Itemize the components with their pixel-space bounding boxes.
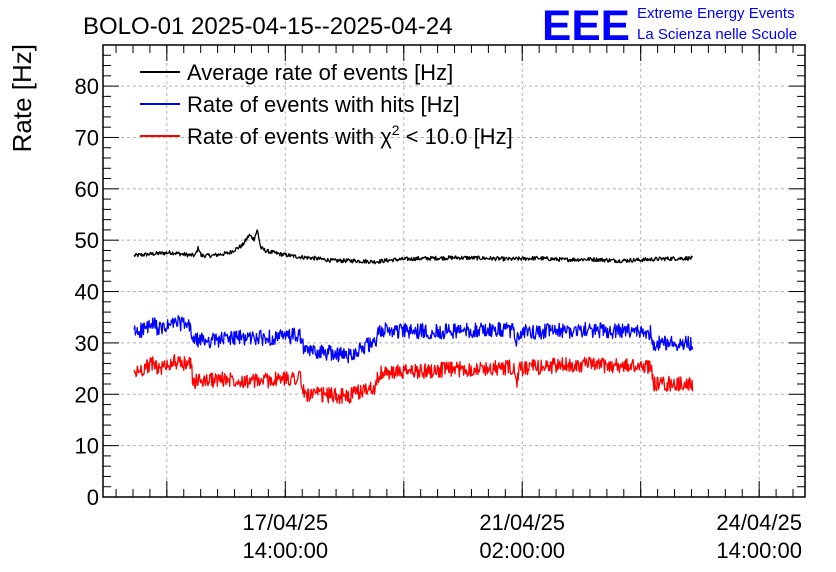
series-layer	[133, 229, 694, 405]
y-tick-label: 50	[75, 228, 99, 253]
y-tick-label: 10	[75, 434, 99, 459]
y-tick-labels: 0 10 20 30 40 50 60 70 80	[75, 74, 99, 510]
x-tick-label-date: 24/04/25	[716, 510, 802, 535]
legend-label-chi2: Rate of events with χ2 < 10.0 [Hz]	[187, 122, 513, 149]
series-line-0	[133, 229, 694, 265]
logo-line-1: Extreme Energy Events	[637, 5, 795, 22]
legend: Average rate of events [Hz] Rate of even…	[140, 60, 513, 149]
series-line-2	[133, 354, 694, 405]
axis-ticks	[103, 44, 805, 498]
series-line-1	[133, 315, 694, 364]
x-tick-labels: 17/04/25 14:00:00 21/04/25 02:00:00 24/04/25…	[242, 510, 802, 563]
y-tick-label: 80	[75, 74, 99, 99]
x-tick-label-time: 14:00:00	[716, 538, 802, 563]
legend-label-average: Average rate of events [Hz]	[187, 60, 453, 85]
y-tick-label: 70	[75, 125, 99, 150]
x-tick-label-time: 02:00:00	[479, 538, 565, 563]
legend-entry-chi2: Rate of events with χ2 < 10.0 [Hz]	[140, 122, 513, 149]
y-tick-label: 0	[87, 485, 99, 510]
y-axis-title: Rate [Hz]	[7, 44, 37, 152]
legend-entry-hits: Rate of events with hits [Hz]	[140, 92, 460, 117]
legend-entry-average: Average rate of events [Hz]	[140, 60, 453, 85]
x-tick-label-date: 17/04/25	[242, 510, 328, 535]
y-tick-label: 30	[75, 331, 99, 356]
logo-line-2: La Scienza nelle Scuole	[637, 26, 797, 43]
chart-title: BOLO-01 2025-04-15--2025-04-24	[83, 13, 453, 40]
y-tick-label: 40	[75, 280, 99, 305]
y-tick-label: 20	[75, 382, 99, 407]
x-tick-label-time: 14:00:00	[242, 538, 328, 563]
x-tick-label-date: 21/04/25	[479, 510, 565, 535]
y-tick-label: 60	[75, 177, 99, 202]
legend-label-hits: Rate of events with hits [Hz]	[187, 92, 460, 117]
eee-logo: EEE	[542, 2, 630, 50]
